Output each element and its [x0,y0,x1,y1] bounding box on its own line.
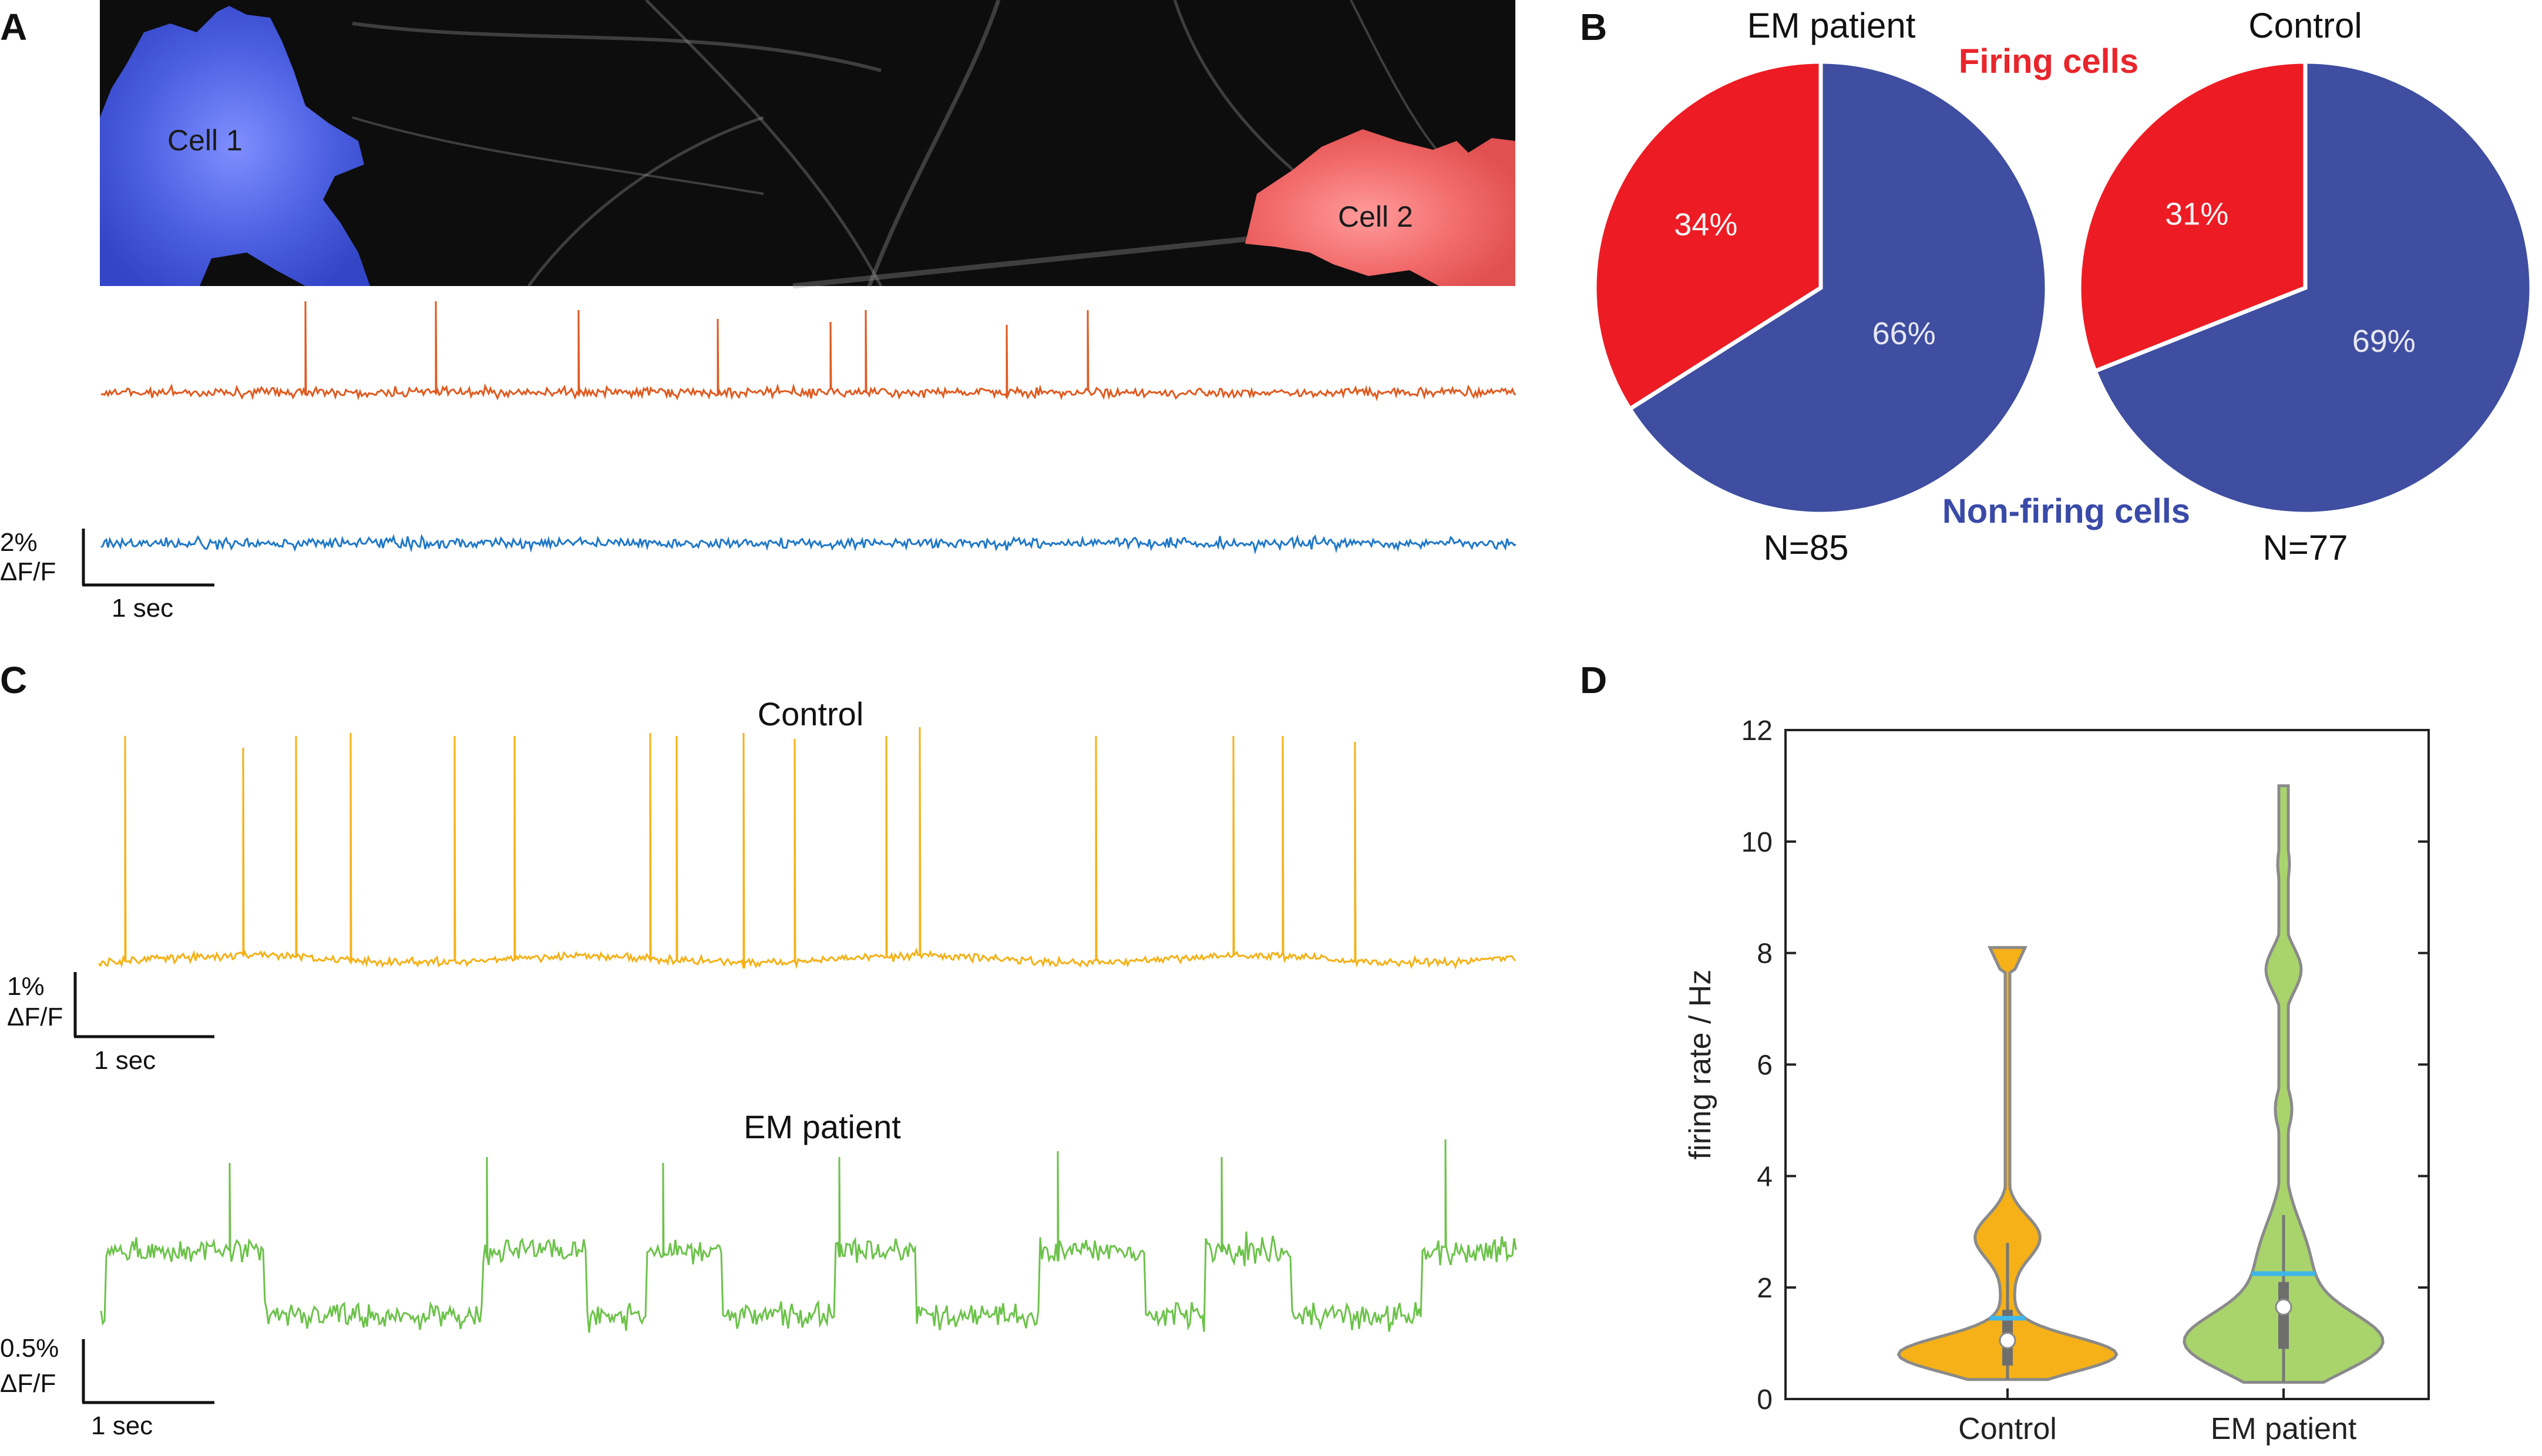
pie-slice-nonfiring [2092,59,2534,516]
x-tick-label: EM patient [2211,1412,2357,1446]
cell-2-label: Cell 2 [1338,200,1413,233]
y-tick-label: 2 [1757,1273,1773,1304]
cell-1-region [100,6,370,286]
pie-control: 31% 69% Control N=77 [2077,6,2534,567]
y-tick-label: 6 [1757,1050,1773,1081]
violin-em-patient: EM patient [2183,784,2385,1446]
scale-a-x: 1 sec [112,594,173,623]
cell-1-trace [100,533,1517,555]
trace-title-control: Control [758,695,864,732]
violin-chart: 0 2 4 6 8 10 12 firing rate / Hz Control EM patie… [1683,715,2430,1446]
y-tick-label: 12 [1741,715,1773,747]
pie-value-nonfiring: 66% [1872,316,1936,351]
violin-body [2183,784,2385,1384]
pie-slice-firing [1592,59,1823,412]
pie-value-firing: 31% [2165,196,2228,231]
pie-slice-nonfiring [1627,59,2049,516]
scale-a-y-value: 2% [0,528,38,557]
cell-2-trace [100,301,1517,402]
pie-em-patient: 34% 66% EM patient N=85 [1592,6,2049,567]
pie-value-nonfiring: 69% [2352,324,2416,359]
pie-title: EM patient [1747,6,1916,45]
panel-letter-d: D [1580,659,1607,701]
scale-a-y-unit: ΔF/F [0,557,56,586]
violin-control: Control [1897,946,2119,1446]
trace-title-em: EM patient [744,1108,901,1145]
violin-body [1897,946,2119,1381]
scale-bar-a: 2% ΔF/F 1 sec [0,528,214,623]
scale-c-em-y: 0.5% [0,1334,59,1363]
scale-bar-c-control: 1% ΔF/F 1 sec [7,972,214,1075]
pie-title: Control [2248,6,2362,45]
em-patient-trace [100,1139,1517,1333]
panel-letter-c: C [0,659,27,701]
legend-nonfiring-cells: Non-firing cells [1942,492,2190,530]
pie-slice-firing [2077,59,2308,374]
y-tick-label: 10 [1741,827,1773,858]
scale-c-control-unit: ΔF/F [7,1003,63,1031]
pie-value-firing: 34% [1674,207,1737,242]
pie-charts: 34% 66% EM patient N=85 31% 69% Control N=77 [1592,6,2534,567]
neurite-lines [352,0,1440,289]
pie-n-label: N=77 [2262,528,2348,567]
y-tick-label: 0 [1757,1384,1773,1415]
y-tick-label: 8 [1757,939,1773,970]
y-axis-label: firing rate / Hz [1683,970,1717,1160]
x-tick-label: Control [1958,1412,2057,1446]
scale-c-control-y: 1% [7,972,45,1001]
scale-c-control-x: 1 sec [94,1046,156,1075]
panel-letter-b: B [1580,6,1607,48]
cell-2-region [1245,129,1515,286]
y-tick-label: 4 [1757,1161,1773,1192]
scale-c-em-unit: ΔF/F [0,1369,56,1398]
median-marker [2275,1298,2292,1316]
scale-c-em-x: 1 sec [91,1411,153,1440]
microscopy-image: Cell 1 Cell 2 [100,0,1515,289]
legend-firing-cells: Firing cells [1959,42,2138,80]
median-marker [1999,1331,2016,1349]
panel-letter-a: A [0,6,27,48]
pie-n-label: N=85 [1763,528,1848,567]
cell-1-label: Cell 1 [167,124,243,157]
scale-bar-c-em: 0.5% ΔF/F 1 sec [0,1334,214,1440]
control-trace [97,727,1517,970]
